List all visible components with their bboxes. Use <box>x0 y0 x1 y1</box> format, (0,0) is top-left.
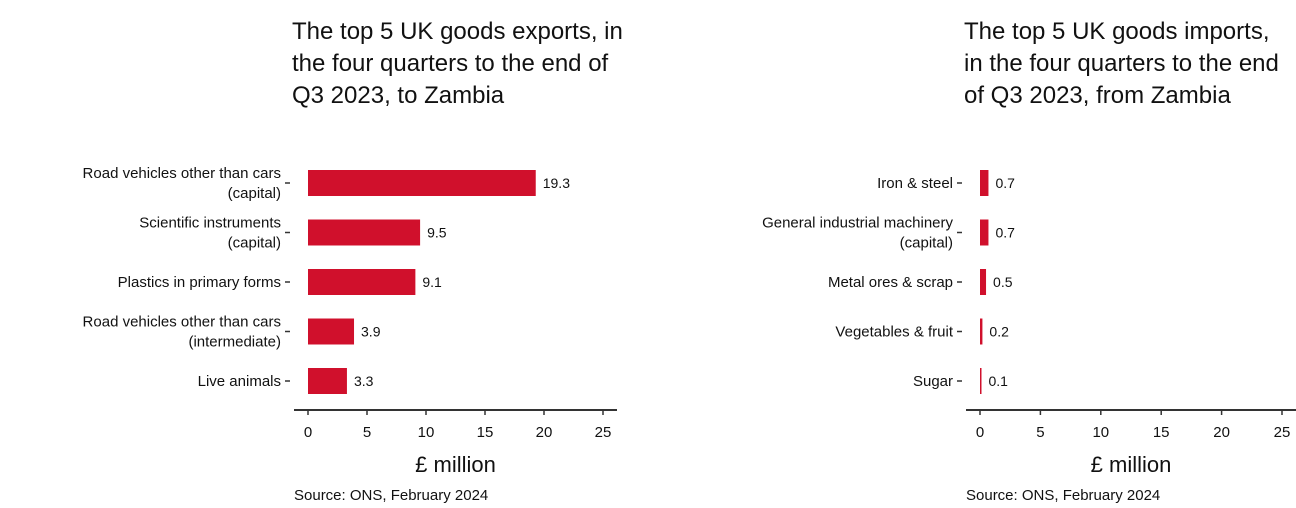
category-label: Road vehicles other than cars <box>83 165 281 182</box>
bar-value-label: 0.2 <box>989 324 1009 340</box>
x-tick-label: 10 <box>1092 424 1109 441</box>
category-label: Live animals <box>198 373 281 390</box>
bar <box>980 318 983 345</box>
category-label: (intermediate) <box>188 334 281 351</box>
category-label: Sugar <box>913 373 953 390</box>
bar-value-label: 0.7 <box>995 225 1015 241</box>
bar-value-label: 3.3 <box>354 373 374 389</box>
x-tick-label: 20 <box>536 424 553 441</box>
x-tick-label: 5 <box>363 424 371 441</box>
category-label: (capital) <box>900 235 953 252</box>
bar <box>308 170 536 196</box>
x-tick-label: 15 <box>477 424 494 441</box>
x-tick-label: 0 <box>976 424 984 441</box>
bar <box>308 219 421 246</box>
imports-bar-chart: 0 5 10 15 20 25 £ million 0.7 Iron & steel 0.7 Gen… <box>762 170 1296 477</box>
category-label: Vegetables & fruit <box>835 324 953 341</box>
bar <box>980 219 989 246</box>
imports-chart-title: The top 5 UK goods imports, in the four … <box>964 18 1279 109</box>
x-tick-label: 20 <box>1213 424 1230 441</box>
bar <box>980 170 989 196</box>
bar-value-label: 0.1 <box>989 373 1009 389</box>
bar-value-label: 19.3 <box>543 175 570 191</box>
x-tick-label: 5 <box>1036 424 1044 441</box>
bar <box>980 269 987 295</box>
imports-chart-panel: The top 5 UK goods imports, in the four … <box>650 0 1296 508</box>
x-tick-label: 0 <box>304 424 312 441</box>
bar-value-label: 3.9 <box>361 324 381 340</box>
category-label: (capital) <box>228 185 281 202</box>
x-tick-label: 25 <box>595 424 612 441</box>
category-label: Road vehicles other than cars <box>83 314 281 331</box>
bar <box>980 368 982 394</box>
exports-chart-panel: The top 5 UK goods exports, in the four … <box>83 18 623 504</box>
bar <box>308 368 347 394</box>
category-label: (capital) <box>228 235 281 252</box>
x-tick-label: 10 <box>418 424 435 441</box>
exports-bar-chart: 0 5 10 15 20 25 £ million 19.3 Road vehicles oth… <box>83 165 617 477</box>
category-label: Iron & steel <box>877 175 953 192</box>
imports-source-note: Source: ONS, February 2024 <box>966 487 1161 504</box>
x-tick-label: 15 <box>1153 424 1170 441</box>
bar-value-label: 0.7 <box>995 175 1015 191</box>
bar-value-label: 9.1 <box>422 274 442 290</box>
category-label: Plastics in primary forms <box>118 274 281 291</box>
x-axis-title: £ million <box>1091 452 1172 477</box>
exports-source-note: Source: ONS, February 2024 <box>294 487 489 504</box>
category-label: Metal ores & scrap <box>828 274 953 291</box>
bar-value-label: 9.5 <box>427 225 447 241</box>
bar-value-label: 0.5 <box>993 274 1013 290</box>
category-label: Scientific instruments <box>139 215 281 232</box>
bar <box>308 269 416 295</box>
bar <box>308 318 355 345</box>
x-axis-title: £ million <box>415 452 496 477</box>
exports-chart-title: The top 5 UK goods exports, in the four … <box>292 18 623 109</box>
x-tick-label: 25 <box>1274 424 1291 441</box>
category-label: General industrial machinery <box>762 215 953 232</box>
